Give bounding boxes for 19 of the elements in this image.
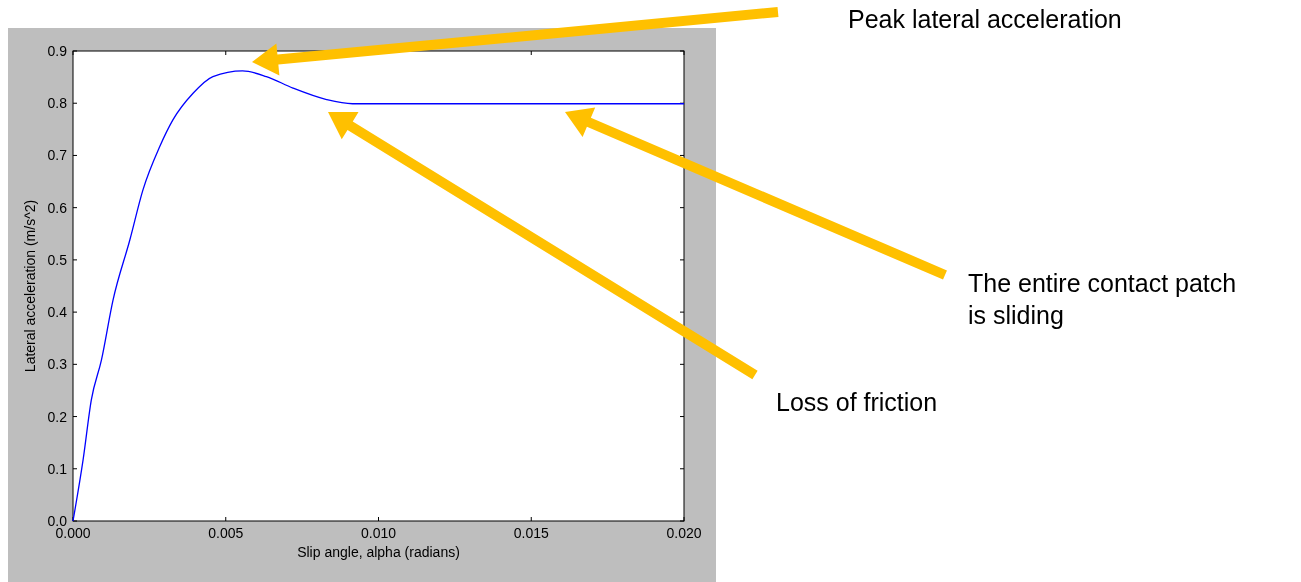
y-tick-label: 0.9 bbox=[47, 43, 68, 59]
y-tick-label: 0.7 bbox=[47, 147, 68, 164]
text: Peak lateral acceleration bbox=[848, 5, 1122, 33]
y-tick-label: 0.1 bbox=[47, 460, 68, 477]
y-tick-label: 0.2 bbox=[47, 408, 68, 425]
y-tick-label: 0.3 bbox=[47, 356, 68, 373]
y-tick-label: 0.6 bbox=[47, 199, 68, 216]
x-axis-title: Slip angle, alpha (radians) bbox=[297, 544, 460, 560]
x-tick-label: 0.020 bbox=[666, 525, 702, 541]
y-tick-label: 0.8 bbox=[47, 95, 68, 112]
x-tick-label: 0.005 bbox=[208, 525, 244, 541]
text: The entire contact patch is sliding bbox=[968, 269, 1237, 329]
x-tick-label: 0.010 bbox=[360, 525, 397, 541]
line-series bbox=[72, 70, 685, 522]
x-tick-label: 0.015 bbox=[513, 525, 549, 541]
y-tick-label: 0.4 bbox=[47, 304, 68, 321]
y-axis-title: Lateral acceleration (m/s^2) bbox=[22, 199, 38, 373]
y-tick-label: 0.5 bbox=[47, 251, 68, 268]
text: Loss of friction bbox=[776, 388, 938, 416]
